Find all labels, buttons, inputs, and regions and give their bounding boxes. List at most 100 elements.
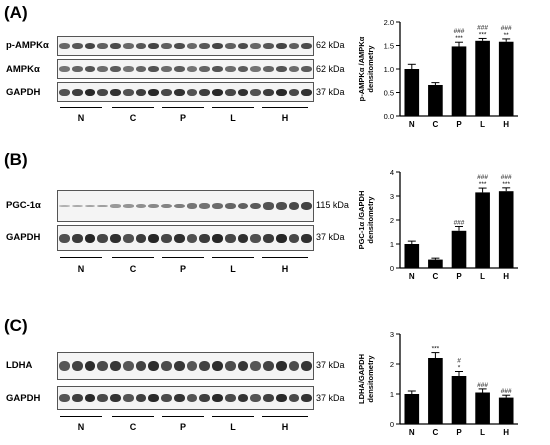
y-tick-label: 0.5 [384,89,394,98]
blot-band [71,394,83,402]
y-axis-label: densitometry [366,355,375,403]
blot-band [250,233,261,243]
blot-band [161,88,172,96]
x-tick-label: C [433,428,439,437]
group-label: P [179,264,186,274]
y-tick-label: 0.0 [384,112,394,121]
blot-band [212,203,223,209]
bar [475,192,490,268]
group-underline [212,416,254,417]
blot-band [59,66,70,72]
x-tick-label: P [456,272,462,281]
y-axis-label: PGC-1α /GAPDH [357,191,366,250]
blot-band [263,394,274,402]
blot-band [275,43,287,49]
blot-band [59,88,70,96]
blot-band [161,203,172,209]
blot-band [59,205,70,207]
bar [428,259,443,268]
blot-label-ampk: AMPKα [6,64,40,75]
blot-band [224,88,236,96]
blot-band [122,233,134,243]
blot-band [161,361,172,371]
blot-band [301,88,312,96]
blot-band [71,361,83,371]
blot-band [275,88,287,96]
x-tick-label: L [480,272,485,281]
blot-band [97,394,108,402]
blot-band [97,66,108,72]
blot-band [84,66,96,72]
blot-band [161,394,172,402]
blot-band [110,204,121,208]
blot-band [250,361,261,371]
y-tick-label: 3 [390,192,394,201]
blot-band [97,233,108,243]
blot-band [212,361,223,371]
blot-band [186,233,198,243]
blot-band [161,233,172,243]
y-tick-label: 4 [390,168,394,177]
x-tick-label: C [433,272,439,281]
significance-label: ### [501,388,512,395]
y-tick-label: 2 [390,216,394,225]
kda-label: 37 kDa [316,360,345,370]
blot-label-gapdh-b: GAPDH [6,232,41,243]
blot-band [237,394,249,402]
group-label: N [77,264,85,274]
group-label: P [179,422,186,432]
x-tick-label: H [503,428,509,437]
blot-band [59,394,70,402]
significance-label: # [457,358,461,365]
blot-band [59,43,70,49]
blot-strip [57,352,314,380]
blot-band [288,66,300,72]
blot-label-ldha: LDHA [6,360,33,371]
significance-label: *** [479,181,487,188]
significance-label: *** [479,31,487,38]
blot-band [250,88,261,96]
significance-label: *** [432,346,440,353]
blot-band [135,204,147,208]
blot-band [122,204,134,208]
significance-label: *** [502,181,510,188]
panel-c-letter: (C) [4,316,28,335]
group-underline [262,416,308,417]
blot-band [173,203,185,209]
bar [498,397,514,424]
significance-label: ### [501,174,512,181]
bar [498,41,514,116]
blot-band [237,66,249,72]
blot-band [173,233,185,243]
blot-label-pgc1a: PGC-1α [6,200,41,211]
y-axis-label: densitometry [366,196,375,244]
blot-band [135,394,147,402]
blot-band [59,233,70,243]
blot-band [173,394,185,402]
blot-band [110,394,121,402]
x-tick-label: L [480,428,485,437]
bar [498,191,514,268]
y-axis-label: densitometry [366,45,375,93]
y-tick-label: 1.0 [384,65,394,74]
group-underline [212,257,254,258]
kda-label: 37 kDa [316,232,345,242]
blot-band [224,202,236,210]
blot-band [135,66,147,72]
blot-band [148,361,159,371]
group-underline [162,257,204,258]
significance-label: ### [454,219,465,226]
blot-label-p-ampk: p-AMPKα [6,40,49,51]
blot-band [199,233,210,243]
bar [404,394,420,424]
group-label: N [77,422,85,432]
group-label: N [77,113,85,123]
group-label: C [129,422,137,432]
x-tick-label: P [456,120,462,129]
blot-band [110,88,121,96]
blot-band [59,361,70,371]
blot-band [173,88,185,96]
group-label: H [281,113,289,123]
group-label: L [230,113,236,123]
